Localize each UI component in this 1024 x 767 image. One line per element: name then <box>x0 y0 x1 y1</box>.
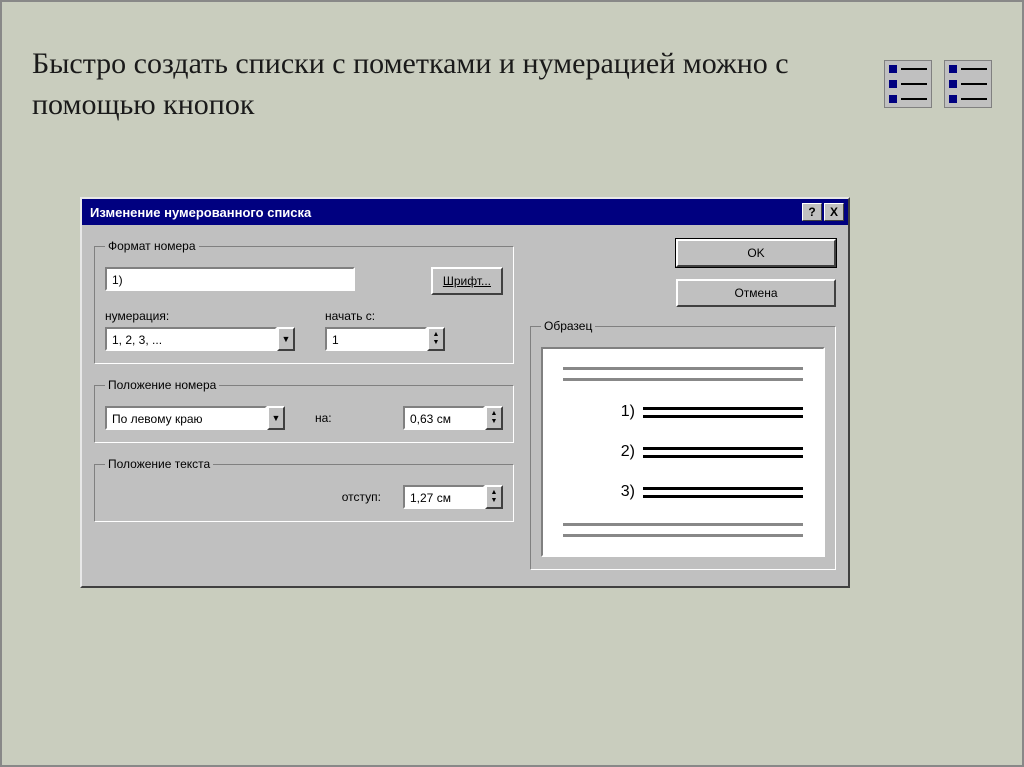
numbered-list-button[interactable] <box>944 60 992 108</box>
numbering-style-select[interactable]: 1, 2, 3, ... ▼ <box>105 327 295 351</box>
group-preview-label: Образец <box>541 319 595 333</box>
spinner-down-icon[interactable]: ▼ <box>491 497 498 505</box>
indent-label: отступ: <box>342 490 381 504</box>
spinner-down-icon[interactable]: ▼ <box>491 418 498 426</box>
spinner-up-icon[interactable]: ▲ <box>491 410 498 418</box>
group-text-position-label: Положение текста <box>105 457 213 471</box>
group-number-position: Положение номера По левому краю ▼ на: 0,… <box>94 378 514 443</box>
spinner-up-icon[interactable]: ▲ <box>491 489 498 497</box>
numbering-label: нумерация: <box>105 309 295 323</box>
chevron-down-icon[interactable]: ▼ <box>267 406 285 430</box>
preview-item: 3) <box>613 483 803 501</box>
dialog-title: Изменение нумерованного списка <box>90 205 311 220</box>
help-button[interactable]: ? <box>802 203 822 221</box>
format-sample-input[interactable]: 1) <box>105 267 355 291</box>
at-label: на: <box>315 411 332 425</box>
preview-box: 1) 2) 3) <box>541 347 825 557</box>
group-text-position: Положение текста отступ: 1,27 см ▲▼ <box>94 457 514 522</box>
start-at-spinner[interactable]: 1 ▲▼ <box>325 327 445 351</box>
spinner-up-icon[interactable]: ▲ <box>433 331 440 339</box>
spinner-down-icon[interactable]: ▼ <box>433 339 440 347</box>
font-button[interactable]: Шрифт... <box>431 267 503 295</box>
group-number-format-label: Формат номера <box>105 239 199 253</box>
cancel-button[interactable]: Отмена <box>676 279 836 307</box>
bulleted-list-button[interactable] <box>884 60 932 108</box>
slide-heading: Быстро создать списки с пометками и нуме… <box>32 44 882 125</box>
dialog-window: Изменение нумерованного списка ? X Форма… <box>80 197 850 588</box>
indent-spinner[interactable]: 1,27 см ▲▼ <box>403 485 503 509</box>
toolbar-icons <box>884 60 992 108</box>
start-at-label: начать с: <box>325 309 445 323</box>
preview-item: 2) <box>613 443 803 461</box>
preview-item: 1) <box>613 403 803 421</box>
group-number-format: Формат номера 1) Шрифт... нумерация: 1, … <box>94 239 514 364</box>
close-button[interactable]: X <box>824 203 844 221</box>
chevron-down-icon[interactable]: ▼ <box>277 327 295 351</box>
at-spinner[interactable]: 0,63 см ▲▼ <box>403 406 503 430</box>
ok-button[interactable]: OK <box>676 239 836 267</box>
titlebar: Изменение нумерованного списка ? X <box>82 199 848 225</box>
group-number-position-label: Положение номера <box>105 378 219 392</box>
alignment-select[interactable]: По левому краю ▼ <box>105 406 285 430</box>
group-preview: Образец 1) 2) 3) <box>530 319 836 570</box>
